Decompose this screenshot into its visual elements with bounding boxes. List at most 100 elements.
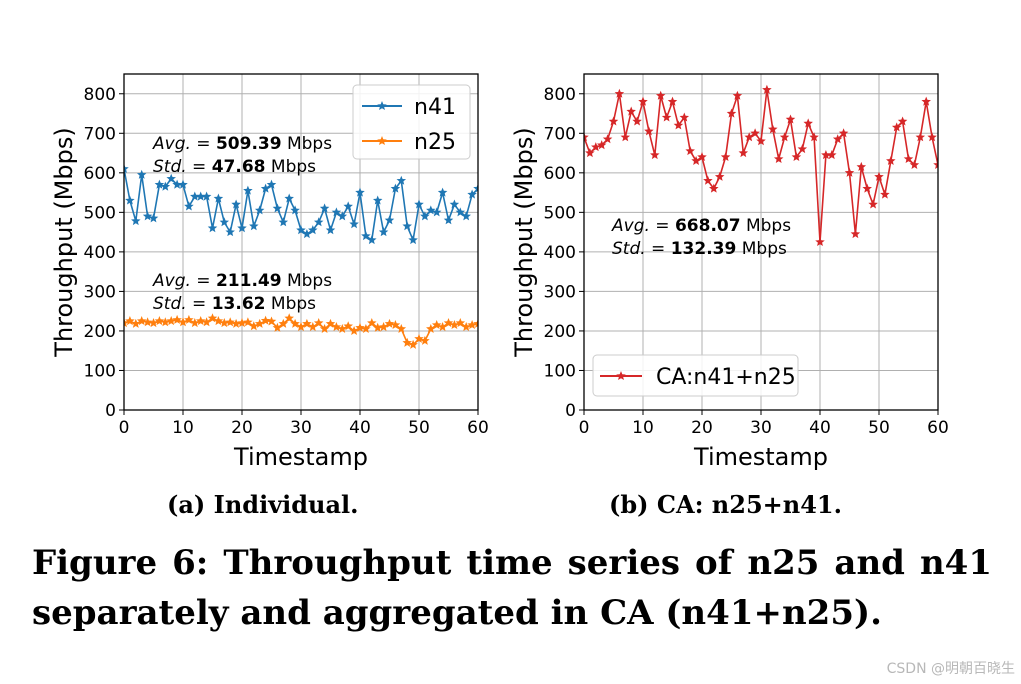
data-point-n25 xyxy=(437,321,448,332)
data-point-n41 xyxy=(219,217,230,227)
annotation-n25-std-unit: Mbps xyxy=(271,294,316,314)
data-point-n41 xyxy=(172,179,182,189)
data-point-n25 xyxy=(131,318,141,328)
data-point-ca-n41-n25 xyxy=(638,96,648,106)
series-group-b xyxy=(584,84,938,247)
data-point-n25 xyxy=(160,317,171,327)
data-point-n41 xyxy=(431,207,442,217)
y-tick-label-a: 800 xyxy=(84,85,116,105)
data-point-ca-n41-n25 xyxy=(809,132,819,142)
y-tick-label-a: 500 xyxy=(84,203,116,223)
data-point-ca-n41-n25 xyxy=(785,114,796,124)
data-point-ca-n41-n25 xyxy=(850,229,861,239)
data-point-ca-n41-n25 xyxy=(626,106,636,116)
x-tick-label-b: 20 xyxy=(691,418,713,438)
annotation-ca-avg-unit: Mbps xyxy=(746,216,791,236)
data-point-n25 xyxy=(443,318,454,328)
legend-ca-marker xyxy=(616,371,626,381)
data-point-ca-n41-n25 xyxy=(891,122,902,132)
subcaption-b-text: CA: n25+n41. xyxy=(656,490,842,519)
data-point-n25 xyxy=(219,318,230,328)
data-point-ca-n41-n25 xyxy=(886,155,896,166)
x-tick-label-a: 0 xyxy=(119,418,130,438)
legend-n25-label: n25 xyxy=(414,130,456,155)
data-point-n41 xyxy=(125,195,135,205)
data-point-n25 xyxy=(136,316,147,326)
data-point-ca-n41-n25 xyxy=(927,132,937,142)
data-point-n25 xyxy=(473,318,478,328)
data-point-ca-n41-n25 xyxy=(691,155,701,166)
data-point-n41 xyxy=(396,175,407,185)
annotation-n41-avg-unit: Mbps xyxy=(287,134,332,154)
data-point-n25 xyxy=(178,317,188,327)
data-point-ca-n41-n25 xyxy=(815,237,825,247)
data-point-n41 xyxy=(266,179,277,189)
annotation-n25-std-value: 13.62 xyxy=(212,294,266,314)
data-point-n25 xyxy=(249,321,259,331)
data-point-n41 xyxy=(461,211,471,221)
data-point-n25 xyxy=(154,316,165,326)
data-point-ca-n41-n25 xyxy=(768,124,778,134)
annotation-ca-std-label: Std. xyxy=(612,239,646,259)
data-point-ca-n41-n25 xyxy=(679,112,690,122)
x-axis-label-b: Timestamp xyxy=(693,443,828,471)
data-point-ca-n41-n25 xyxy=(750,128,760,138)
data-point-n41 xyxy=(284,193,294,203)
x-tick-label-b: 10 xyxy=(632,418,654,438)
data-point-ca-n41-n25 xyxy=(903,153,914,164)
data-point-n41 xyxy=(201,191,212,201)
data-point-ca-n41-n25 xyxy=(827,150,837,160)
data-point-n41 xyxy=(254,205,265,215)
data-point-n41 xyxy=(337,211,348,221)
data-point-ca-n41-n25 xyxy=(585,148,595,158)
data-point-n41 xyxy=(319,203,330,213)
x-tick-label-b: 50 xyxy=(868,418,890,438)
data-point-n25 xyxy=(426,323,436,334)
data-point-n25 xyxy=(408,339,418,349)
data-point-n25 xyxy=(207,313,218,323)
data-point-n41 xyxy=(154,179,165,189)
x-tick-label-a: 40 xyxy=(349,418,371,438)
x-tick-label-a: 60 xyxy=(467,418,489,438)
data-point-ca-n41-n25 xyxy=(797,144,808,154)
y-tick-label-b: 100 xyxy=(544,361,576,381)
watermark: CSDN @明朝百晓生 xyxy=(886,661,1015,677)
data-point-n25 xyxy=(166,316,176,326)
data-point-ca-n41-n25 xyxy=(644,126,654,136)
annotation-ca-avg-value: 668.07 xyxy=(675,216,741,236)
annotation-n41-std-value: 47.68 xyxy=(212,157,266,177)
data-point-n25 xyxy=(225,317,235,327)
data-point-n41 xyxy=(361,231,371,241)
x-tick-label-b: 60 xyxy=(927,418,949,438)
data-point-n41 xyxy=(420,211,430,221)
y-tick-label-b: 700 xyxy=(544,124,576,144)
x-tick-label-b: 0 xyxy=(579,418,590,438)
data-point-n41 xyxy=(402,221,412,231)
data-point-ca-n41-n25 xyxy=(614,88,625,98)
data-point-ca-n41-n25 xyxy=(868,199,878,209)
annotation-n25-std: Std. = 13.62 Mbps xyxy=(153,294,316,314)
x-axis-label-a: Timestamp xyxy=(233,443,368,471)
subcaption-a: (a) Individual. xyxy=(167,490,359,519)
data-point-n41 xyxy=(225,227,235,237)
data-point-n25 xyxy=(313,318,324,328)
data-point-n25 xyxy=(278,318,289,328)
annotation-n25-avg-label: Avg. xyxy=(152,271,191,291)
annotation-ca-avg: Avg. = 668.07 Mbps xyxy=(611,216,791,236)
legend-n41-marker xyxy=(377,101,387,111)
data-point-n25 xyxy=(449,320,460,330)
data-point-ca-n41-n25 xyxy=(703,175,713,185)
y-tick-label-b: 600 xyxy=(544,164,576,184)
data-point-n25 xyxy=(355,322,365,332)
subcaption-a-label: (a) xyxy=(167,490,206,519)
data-point-n41 xyxy=(313,217,324,227)
data-point-n41 xyxy=(308,225,318,235)
data-point-ca-n41-n25 xyxy=(697,152,707,162)
data-point-n41 xyxy=(124,163,129,173)
data-point-n25 xyxy=(402,337,412,347)
data-point-ca-n41-n25 xyxy=(744,132,754,142)
data-point-ca-n41-n25 xyxy=(773,153,784,164)
data-point-ca-n41-n25 xyxy=(714,171,725,181)
